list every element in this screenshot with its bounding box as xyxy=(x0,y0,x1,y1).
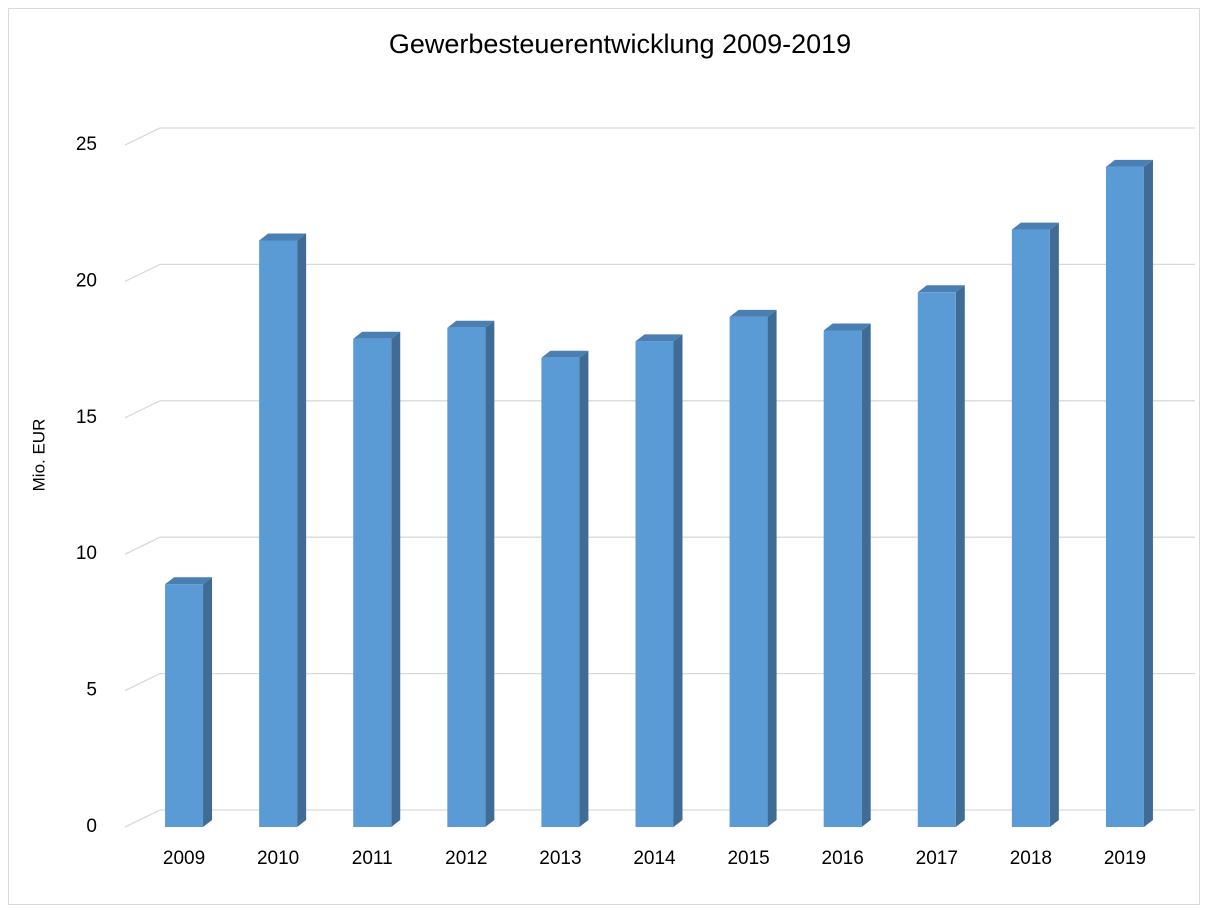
grid-diagonal xyxy=(124,400,161,419)
bar-top xyxy=(165,577,213,585)
x-tick-label: 2014 xyxy=(633,848,676,869)
bar xyxy=(1105,166,1144,828)
bar xyxy=(353,338,392,827)
y-tick-label: 5 xyxy=(86,680,97,701)
bar xyxy=(447,327,486,827)
bar-side xyxy=(767,309,777,827)
bar-top xyxy=(541,350,589,358)
x-tick-label: 2009 xyxy=(163,848,205,869)
bar-side xyxy=(861,323,871,827)
y-tick-label: 10 xyxy=(76,543,97,564)
bar xyxy=(823,330,862,827)
bar-top xyxy=(1011,222,1059,230)
y-axis-label: Mio. EUR xyxy=(29,419,48,492)
y-tick-label: 20 xyxy=(76,270,97,291)
grid-diagonal xyxy=(124,673,161,692)
grid-diagonal xyxy=(124,809,161,828)
bar-side xyxy=(297,233,307,828)
y-tick-label: 0 xyxy=(86,816,97,837)
bar xyxy=(729,316,768,827)
bar-side xyxy=(485,320,495,827)
x-tick-label: 2018 xyxy=(1010,848,1052,869)
bar-side xyxy=(673,334,683,827)
y-tick-label: 15 xyxy=(76,407,97,428)
y-tick-label: 25 xyxy=(76,134,97,155)
bar xyxy=(259,240,298,828)
bar-top xyxy=(635,334,683,342)
x-tick-label: 2010 xyxy=(257,848,299,869)
bar-top xyxy=(259,233,307,241)
bar xyxy=(541,357,580,827)
bar-side xyxy=(1143,159,1153,828)
x-tick-label: 2015 xyxy=(727,848,769,869)
bar-top xyxy=(729,309,777,317)
chart-title: Gewerbesteuerentwicklung 2009-2019 xyxy=(389,29,851,59)
bar xyxy=(165,584,204,827)
bar xyxy=(635,341,674,827)
grid-diagonal xyxy=(124,263,161,282)
bar-side xyxy=(1049,222,1059,827)
x-tick-label: 2017 xyxy=(916,848,958,869)
bar xyxy=(1011,229,1050,827)
x-tick-label: 2012 xyxy=(445,848,487,869)
x-tick-label: 2013 xyxy=(539,848,581,869)
bar-top xyxy=(447,320,495,328)
grid-diagonal xyxy=(124,127,161,146)
bar-side xyxy=(203,577,213,827)
bar-top xyxy=(1105,159,1153,167)
x-tick-label: 2011 xyxy=(352,848,393,869)
x-tick-label: 2016 xyxy=(822,848,864,869)
bar-side xyxy=(579,350,589,827)
bar-top xyxy=(823,323,871,331)
bar-side xyxy=(955,285,965,827)
grid-diagonal xyxy=(124,536,161,555)
bar-side xyxy=(391,331,401,827)
x-tick-label: 2019 xyxy=(1104,848,1146,869)
bar xyxy=(917,292,956,827)
bar-top xyxy=(917,285,965,293)
bar-top xyxy=(353,331,401,339)
